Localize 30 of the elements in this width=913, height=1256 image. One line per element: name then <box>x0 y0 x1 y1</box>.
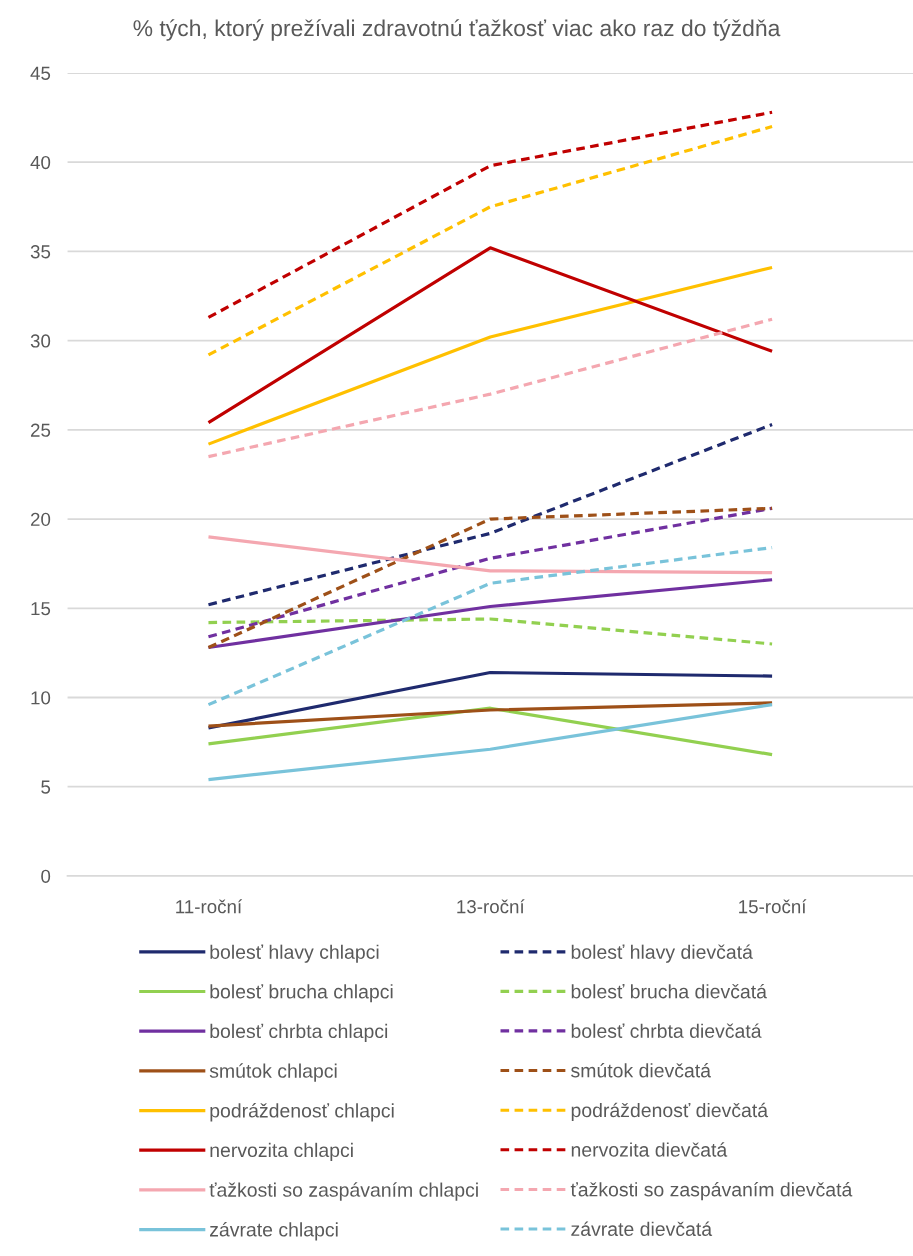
y-tick-label: 5 <box>41 780 51 794</box>
legend-label: nervozita chlapci <box>210 1142 353 1161</box>
legend-label: bolesť hlavy dievčatá <box>571 944 753 963</box>
y-tick-label: 15 <box>31 602 51 616</box>
legend-label: nervozita dievčatá <box>571 1142 728 1157</box>
legend-label: podráždenosť chlapci <box>210 1103 394 1122</box>
legend-label: bolesť chrbta chlapci <box>210 1023 388 1042</box>
legend-label: smútok chlapci <box>209 1063 337 1082</box>
legend-label: podráždenosť dievčatá <box>571 1102 769 1122</box>
y-tick-label: 30 <box>30 334 51 348</box>
y-tick-label: 0 <box>41 869 51 883</box>
legend-label: ťažkosti so zaspávaním dievčatá <box>570 1181 853 1201</box>
legend-label: ťažkosti so zaspávaním chlapci <box>209 1182 478 1201</box>
x-tick-label: 13-roční <box>457 899 525 914</box>
legend-label: smútok dievčatá <box>571 1062 711 1078</box>
legend-label: bolesť chrbta dievčatá <box>571 1023 762 1038</box>
x-tick-label: 11-roční <box>176 899 243 914</box>
legend-label: bolesť brucha dievčatá <box>571 983 767 999</box>
y-tick-label: 35 <box>30 245 51 259</box>
legend-label: závrate dievčatá <box>571 1221 713 1236</box>
y-tick-label: 10 <box>31 691 51 705</box>
y-tick-label: 45 <box>30 66 51 80</box>
legend-label: bolesť brucha chlapci <box>210 984 393 1003</box>
y-tick-label: 20 <box>30 512 51 527</box>
legend-label: závrate chlapci <box>210 1222 338 1241</box>
y-tick-label: 25 <box>30 423 51 437</box>
chart-title: % tých, ktorý prežívali zdravotnú ťažkosť viac ako raz do týždňa <box>133 19 781 41</box>
y-tick-label: 40 <box>30 155 51 170</box>
x-tick-label: 15-roční <box>739 899 807 914</box>
legend-label: bolesť hlavy chlapci <box>210 944 379 963</box>
